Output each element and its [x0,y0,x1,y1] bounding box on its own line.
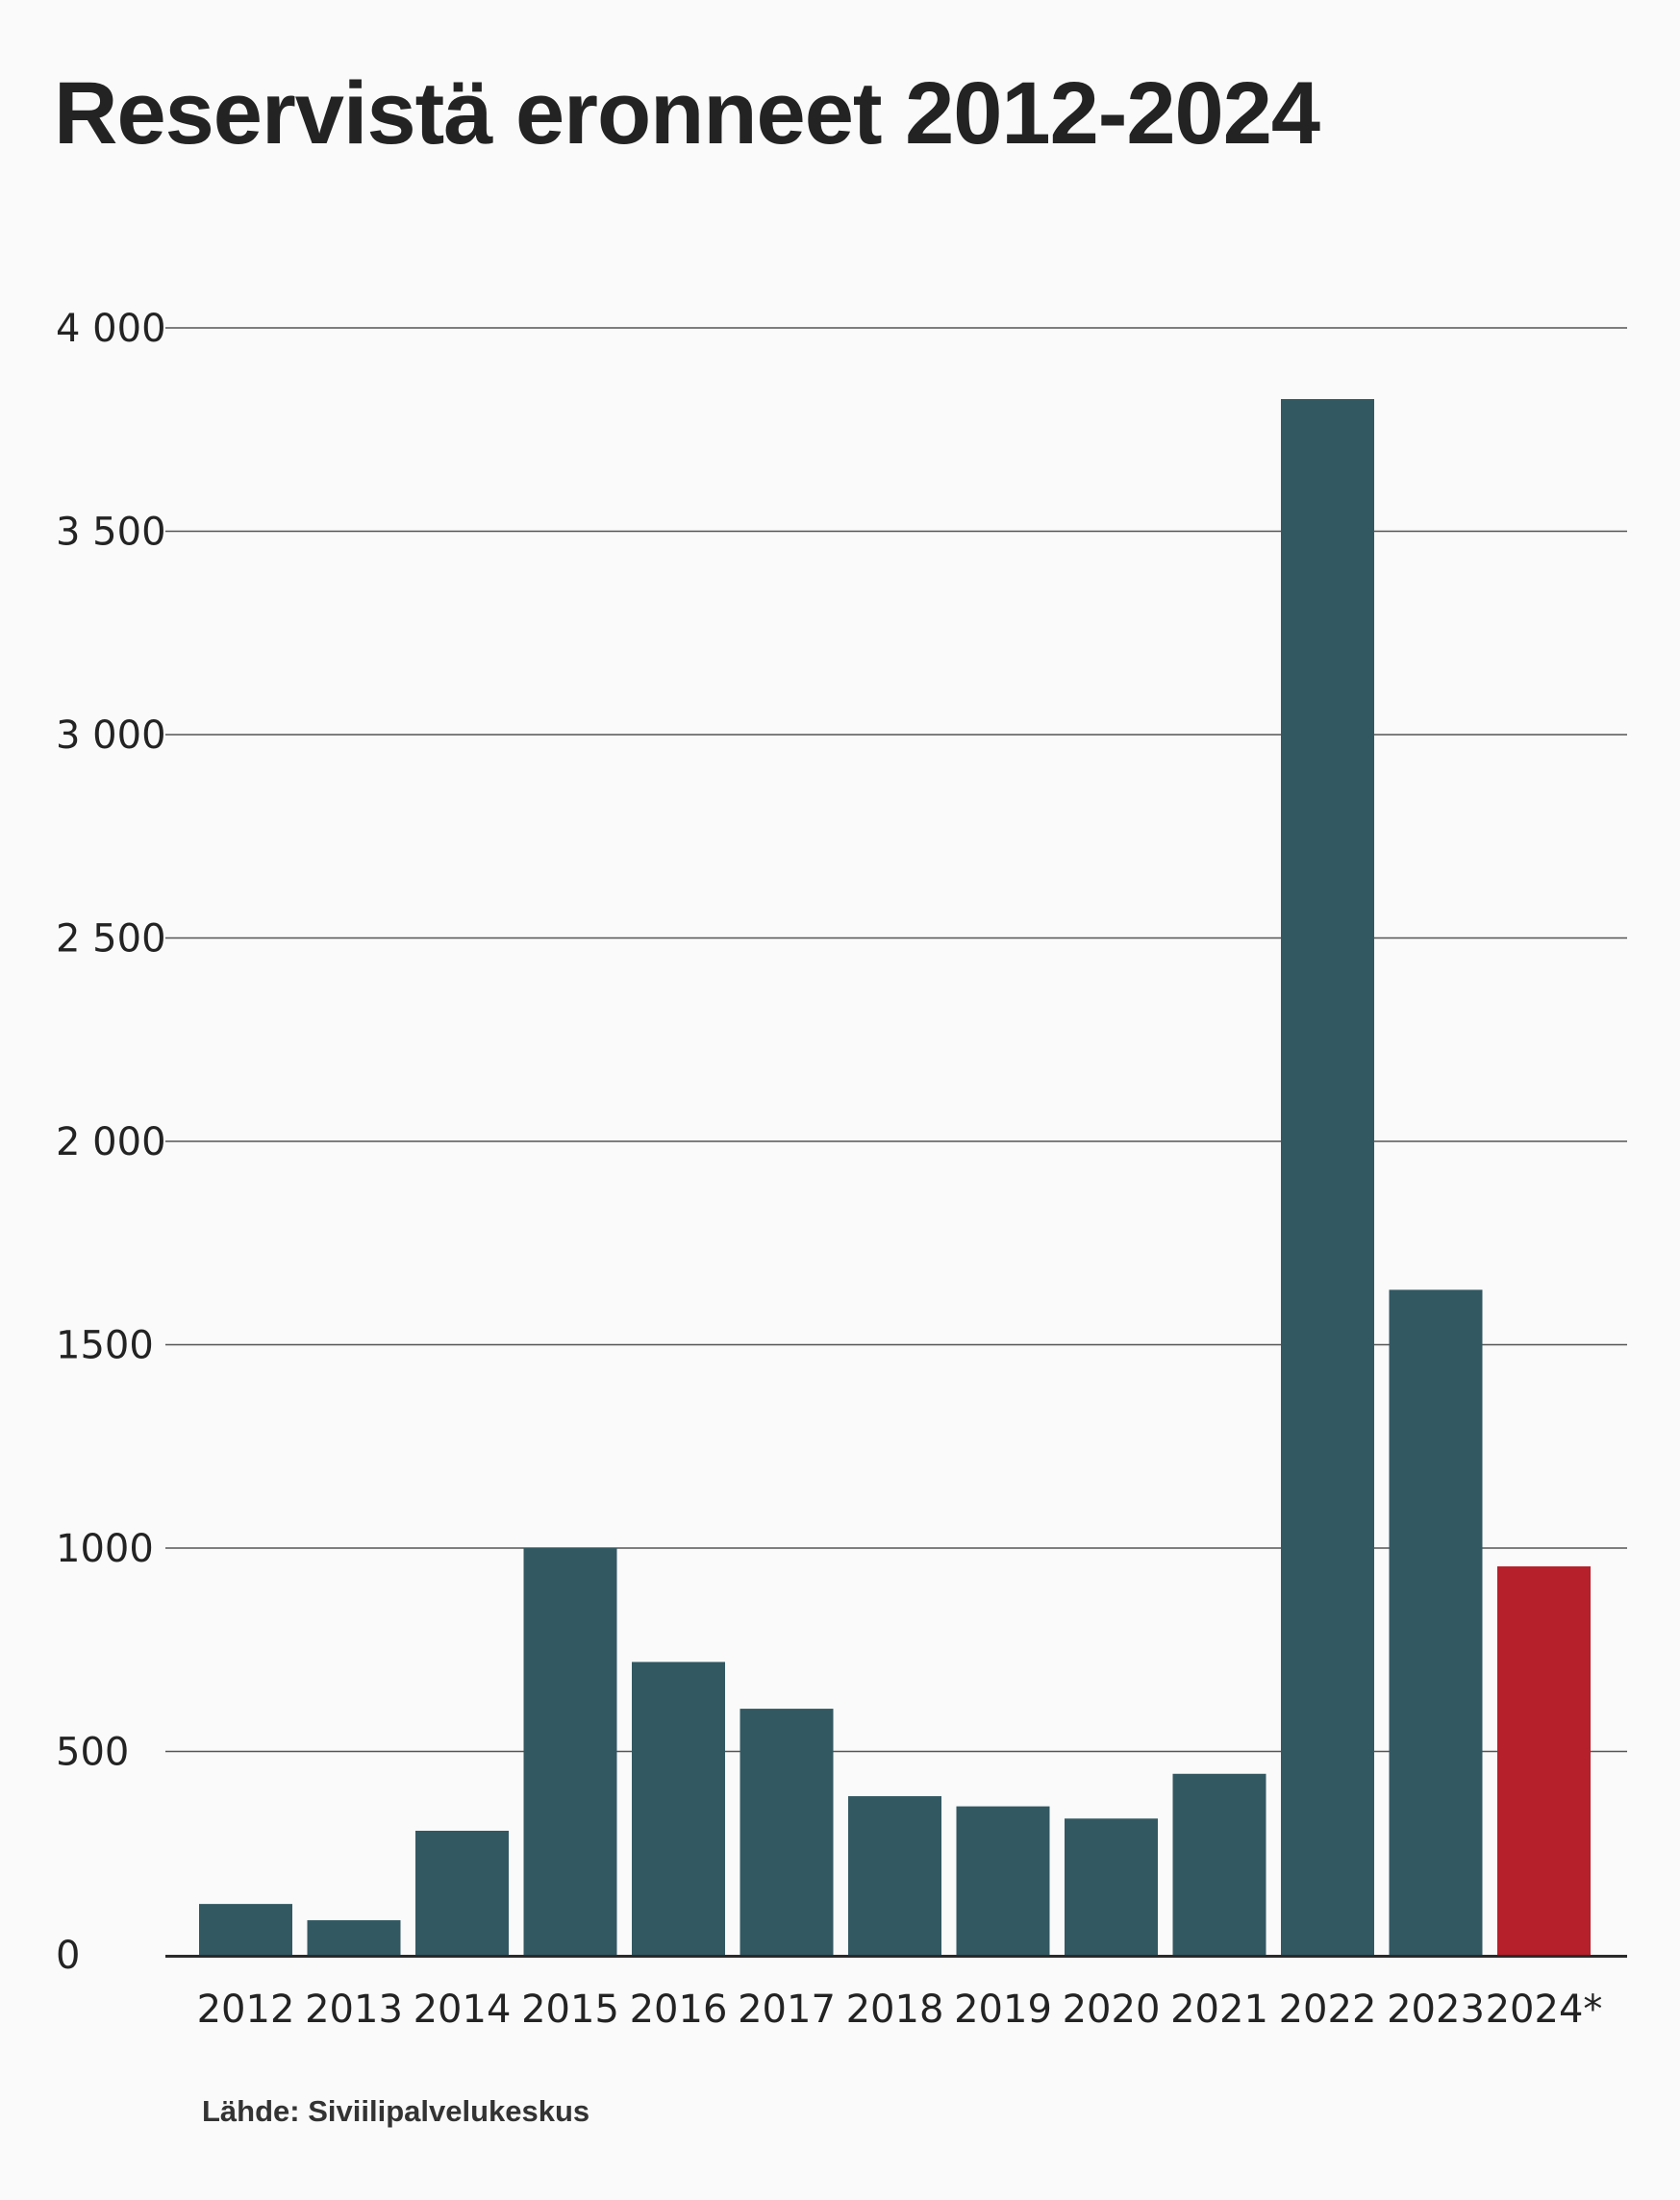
bar-2021 [1172,1773,1266,1955]
x-tick-label: 2023 [1387,1988,1485,2032]
y-tick-label: 0 [56,1934,80,1978]
x-tick-label: 2021 [1170,1988,1268,2032]
gridlines [165,327,1627,1753]
bar-2024 [1497,1566,1591,1955]
x-tick-label: 2014 [414,1988,512,2032]
y-tick-label: 3 000 [56,713,166,758]
bar-2014 [415,1830,509,1955]
y-tick-label: 3 500 [56,511,166,555]
x-tick-label: 2022 [1279,1988,1377,2032]
x-tick-label: 2020 [1063,1988,1161,2032]
y-tick-label: 1500 [56,1324,154,1368]
x-tick-label: 2017 [738,1988,836,2032]
bar-2023 [1389,1289,1483,1955]
bar-2019 [956,1806,1050,1955]
source-note: Lähde: Siviilipalvelukeskus [202,2094,590,2128]
x-tick-label: 2016 [630,1988,728,2032]
x-tick-label: 2013 [305,1988,403,2032]
y-tick-label: 2 500 [56,917,166,962]
y-axis-tick-labels: 0 500 1000 1500 2 000 2 500 3 000 3 500 4 000 [56,307,166,1978]
x-tick-label: 2012 [197,1988,295,2032]
x-tick-label: 2018 [846,1988,944,2032]
bar-2017 [740,1709,834,1955]
bar-2015 [523,1548,617,1955]
y-tick-label: 4 000 [56,307,166,351]
y-tick-label: 1000 [56,1527,154,1571]
bar-2012 [199,1904,292,1955]
x-tick-label: 2015 [521,1988,619,2032]
bar-2013 [307,1920,401,1955]
y-tick-label: 500 [56,1731,129,1775]
x-tick-label: 2024* [1486,1988,1603,2032]
x-axis-tick-labels: 2012 2013 2014 2015 2016 2017 2018 2019 2020 2021… [197,1988,1603,2032]
bars [199,399,1591,1955]
chart-title: Reservistä eronneet 2012-2024 [54,64,1320,162]
bar-2016 [632,1662,725,1955]
bar-2022 [1281,399,1374,1955]
bar-2018 [848,1796,941,1955]
bar-2020 [1065,1818,1158,1955]
y-tick-label: 2 000 [56,1120,166,1164]
x-tick-label: 2019 [954,1988,1052,2032]
